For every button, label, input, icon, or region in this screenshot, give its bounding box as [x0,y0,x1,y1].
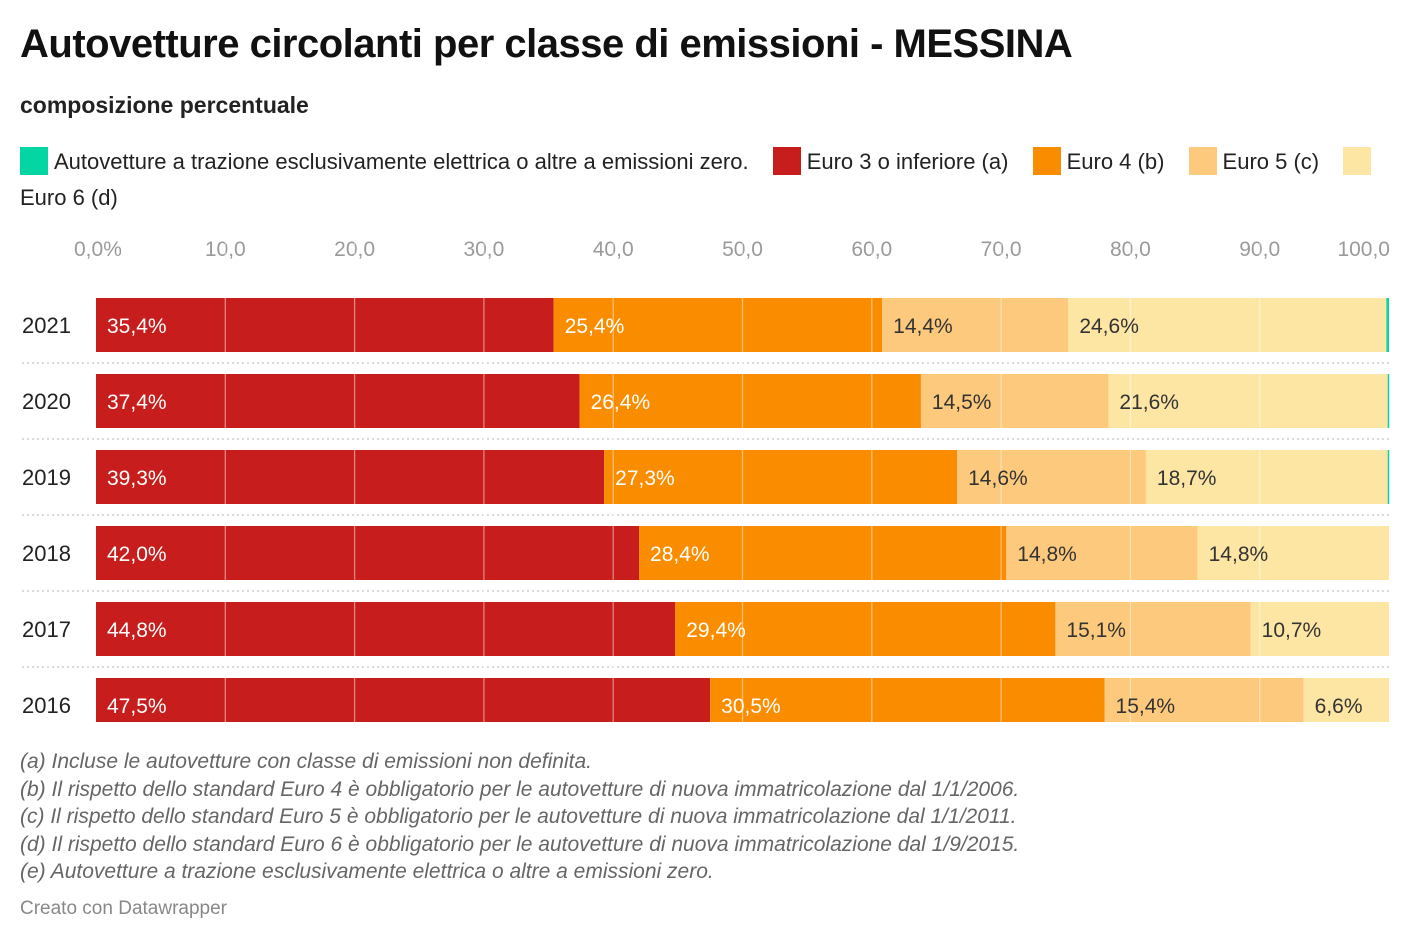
category-label: 2017 [22,617,71,642]
bar-segment [920,374,1109,428]
legend: Autovetture a trazione esclusivamente el… [20,144,1390,216]
bar-segment [1387,450,1390,504]
footnote-b: (b) Il rispetto dello standard Euro 4 è … [20,777,1020,801]
legend-item-euro6: Euro 6 (d) [20,147,1377,210]
category-label: 2016 [22,693,71,718]
legend-label: Euro 6 (d) [20,185,118,210]
x-tick-label: 20,0 [334,238,375,261]
bar-segment [96,374,580,428]
bar-segment [1250,602,1389,656]
bar-segment [1068,298,1387,352]
data-label: 47,5% [107,695,167,718]
x-tick-label: 60,0 [851,238,892,261]
bar-segment [1104,678,1304,722]
x-tick-label: 40,0 [593,238,634,261]
footnote-c: (c) Il rispetto dello standard Euro 5 è … [20,805,1017,828]
bar-segment [957,450,1146,504]
legend-label: Euro 3 o inferiore (a) [806,149,1009,174]
data-label: 14,5% [932,391,992,414]
datawrapper-credit: Creato con Datawrapper [20,898,227,919]
bar-segment [1197,526,1389,580]
data-label: 39,3% [107,467,167,490]
chart-title: Autovetture circolanti per classe di emi… [20,22,1073,66]
bar-segment [1387,374,1390,428]
legend-swatch [772,147,801,175]
category-label: 2019 [22,465,71,490]
data-label: 25,4% [565,315,625,338]
bar-segment [96,602,676,656]
chart-subtitle: composizione percentuale [20,92,309,118]
data-label: 35,4% [107,315,167,338]
legend-item-euro5: Euro 5 (c) [1188,147,1320,175]
bar-segment [96,298,554,352]
data-label: 14,4% [893,315,953,338]
data-label: 18,7% [1157,467,1217,490]
legend-swatch [1343,147,1372,175]
bar-segment [96,526,640,580]
legend-item-euro4: Euro 4 (b) [1032,147,1165,175]
bar-segment [96,450,605,504]
data-label: 27,3% [615,467,675,490]
legend-swatch [1032,147,1061,175]
x-tick-label: 100,0 [1337,238,1390,261]
footnote-e: (e) Autovetture a trazione esclusivament… [20,860,714,883]
category-label: 2021 [22,313,71,338]
data-label: 42,0% [107,543,167,566]
data-label: 14,6% [968,467,1028,490]
bar-segment [882,298,1069,352]
data-label: 15,1% [1066,619,1126,642]
footnote-a: (a) Incluse le autovetture con classe di… [20,750,592,773]
bar-segment [1108,374,1388,428]
data-label: 14,8% [1209,543,1269,566]
x-tick-label: 70,0 [981,238,1022,261]
bar-segment [1055,602,1251,656]
legend-swatch [1188,147,1217,175]
category-label: 2018 [22,541,71,566]
data-label: 6,6% [1315,695,1363,718]
bar-segment [1145,450,1388,504]
footnote-d: (d) Il rispetto dello standard Euro 6 è … [20,832,1020,856]
footnotes: (a) Incluse le autovetture con classe di… [20,748,1019,886]
bar-segment [96,678,711,722]
x-tick-label: 90,0 [1239,238,1280,261]
legend-swatch [20,147,48,175]
data-label: 44,8% [107,619,167,642]
x-tick-label: 30,0 [463,238,504,261]
legend-label: Autovetture a trazione esclusivamente el… [54,149,749,174]
data-label: 30,5% [721,695,781,718]
bar-segment [710,678,1105,722]
legend-label: Euro 4 (b) [1066,149,1165,174]
data-label: 28,4% [650,543,710,566]
bar-segment [604,450,958,504]
bar-segment [675,602,1056,656]
legend-item-zero-emission: Autovetture a trazione esclusivamente el… [20,147,749,175]
data-label: 15,4% [1116,695,1176,718]
data-label: 26,4% [591,391,651,414]
bar-segment [1303,678,1389,722]
bar-segment [553,298,883,352]
x-tick-label: 80,0 [1110,238,1151,261]
category-label: 2020 [22,389,71,414]
x-tick-label: 0,0% [74,238,122,261]
data-label: 10,7% [1262,619,1322,642]
bar-segment [579,374,921,428]
bar-segment [639,526,1007,580]
stacked-bar-chart: 0,0% 10,0 20,0 30,0 40,0 50,0 60,0 70,0 80,0 90,0… [22,232,1390,722]
data-label: 21,6% [1119,391,1179,414]
bar-segment [1386,298,1389,352]
legend-label: Euro 5 (c) [1222,149,1320,174]
legend-item-euro3: Euro 3 o inferiore (a) [772,147,1009,175]
data-label: 14,8% [1017,543,1077,566]
data-label: 29,4% [686,619,746,642]
x-tick-label: 10,0 [205,238,246,261]
data-label: 37,4% [107,391,167,414]
data-label: 24,6% [1079,315,1139,338]
x-tick-label: 50,0 [722,238,763,261]
bar-segment [1006,526,1198,580]
